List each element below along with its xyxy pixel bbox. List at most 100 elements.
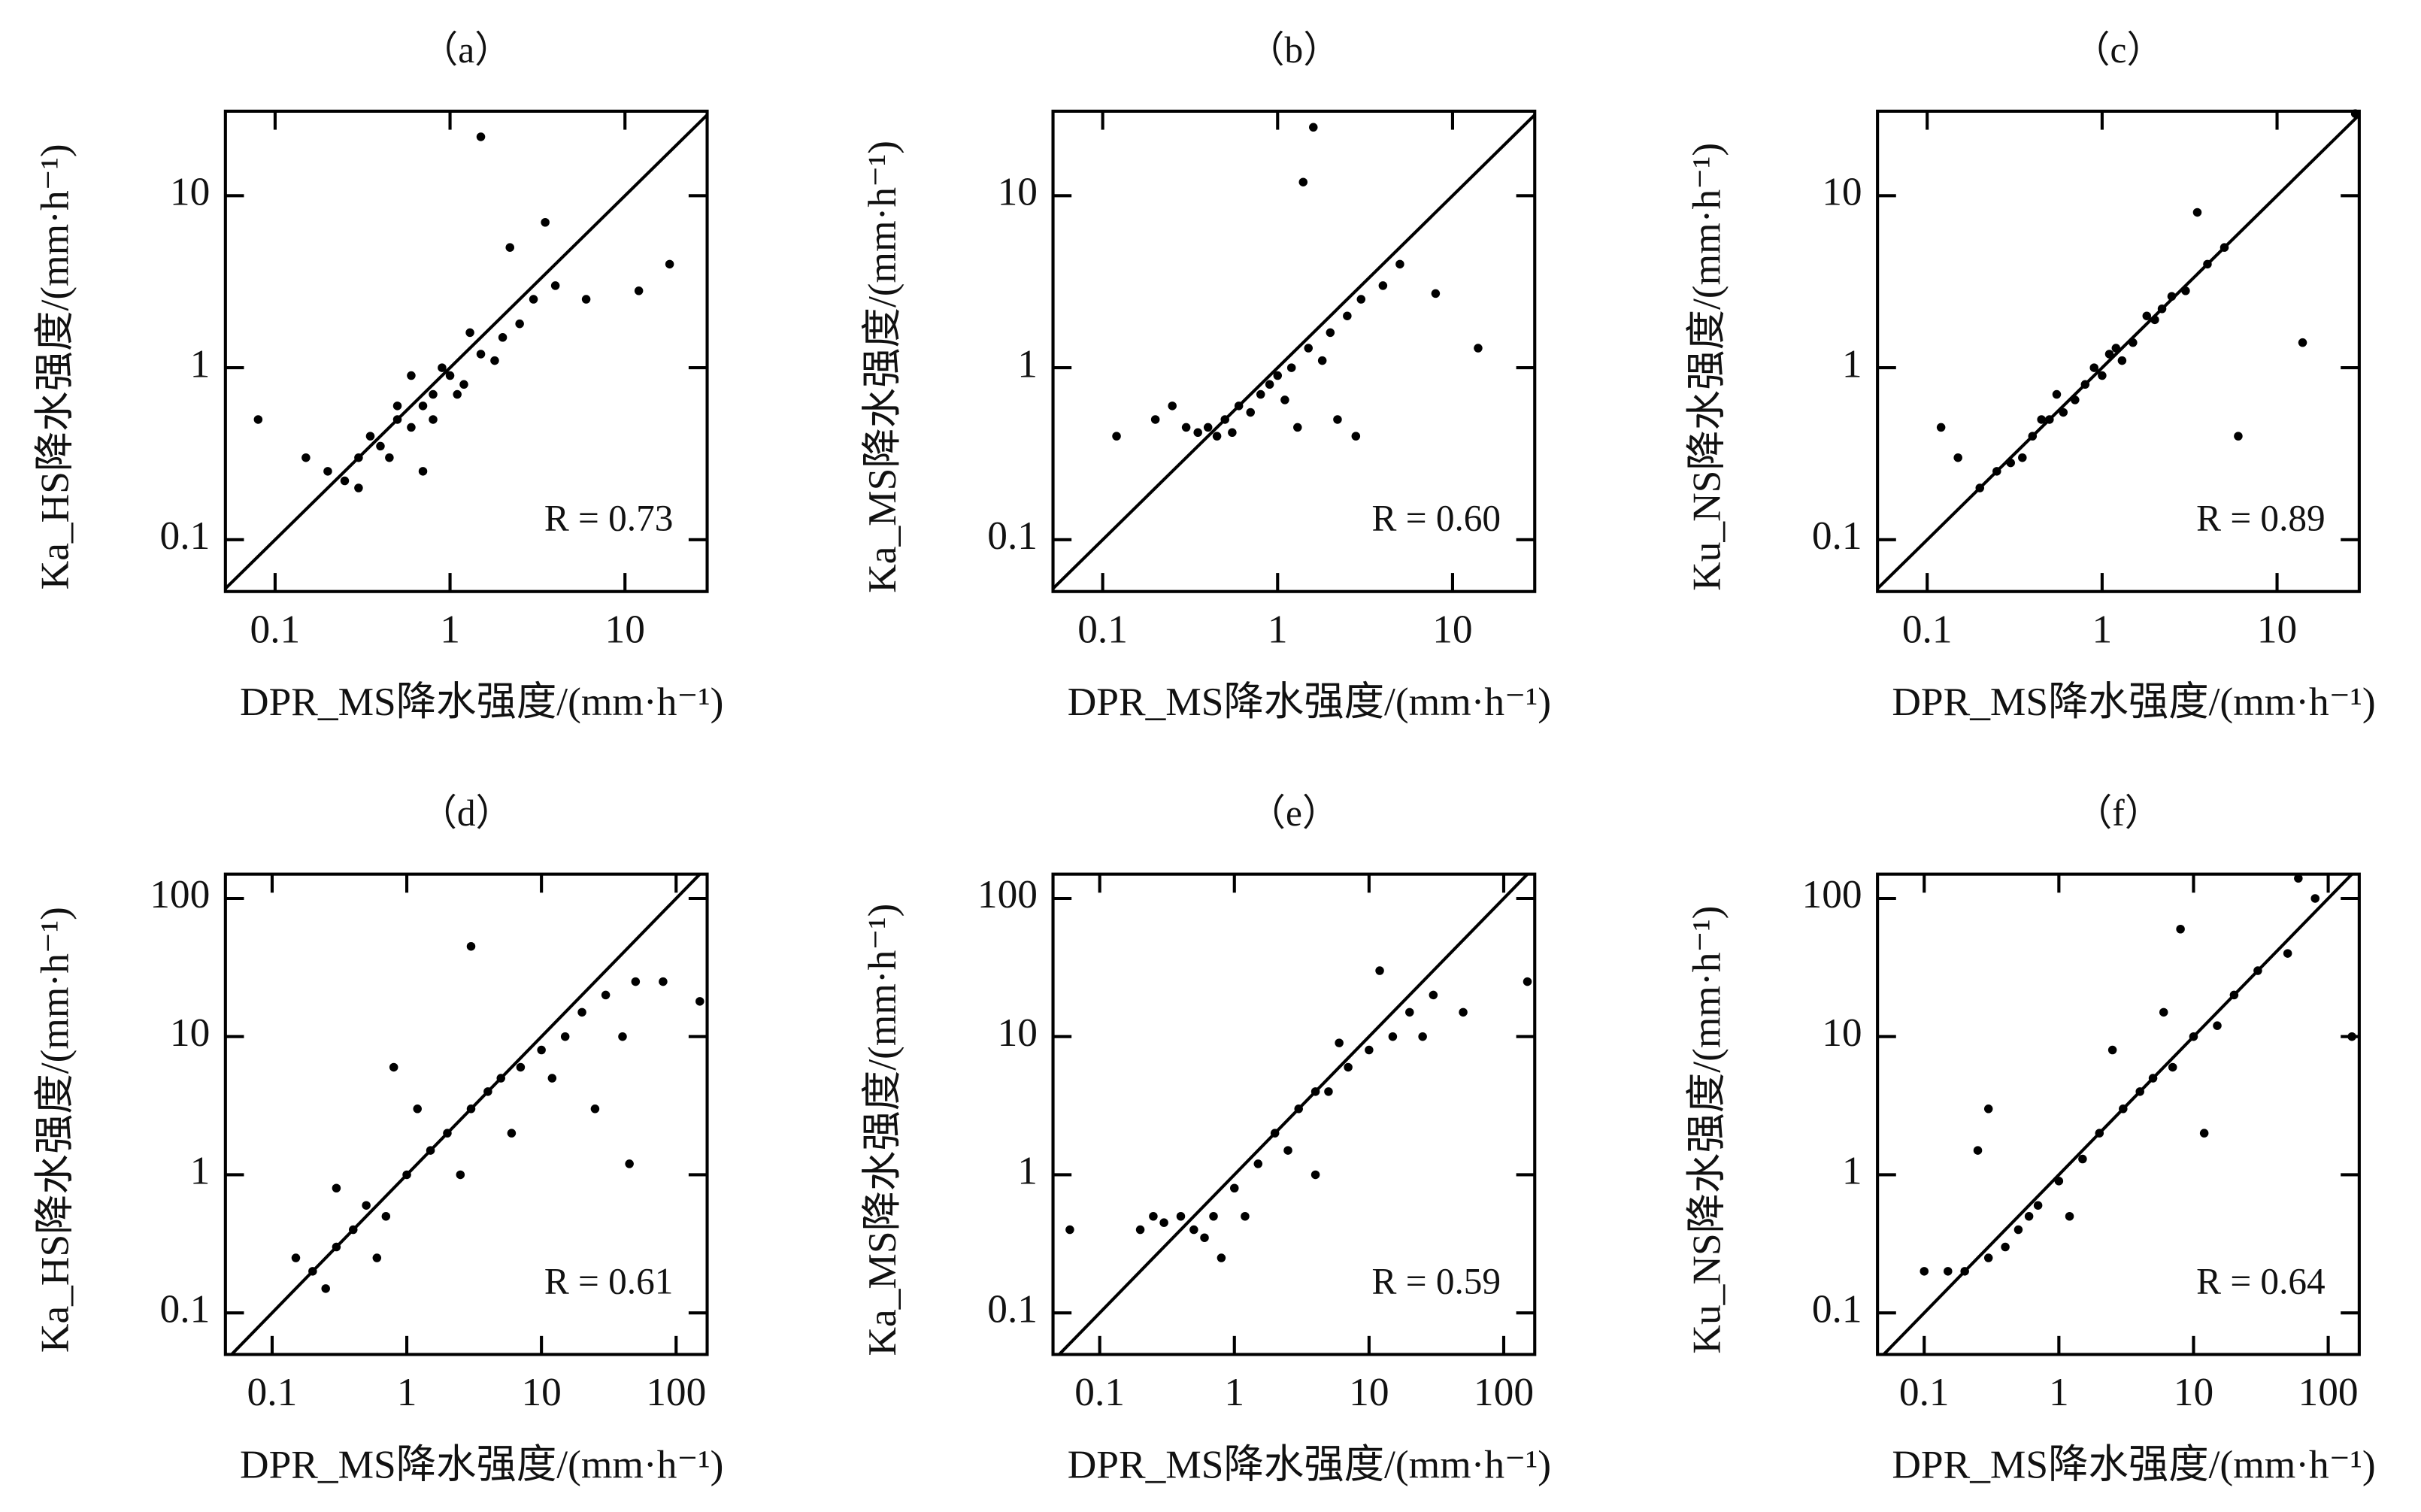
y-axis-label: Ku_NS降水强度/(mm·h⁻¹) [1684,143,1729,591]
scatter-point [2065,1212,2074,1221]
scatter-point [1265,380,1274,389]
y-tick-label: 10 [998,1010,1038,1055]
scatter-point [2159,1007,2168,1017]
scatter-point [2059,408,2068,417]
scatter-point [1298,177,1308,186]
scatter-point [456,1170,465,1180]
scatter-point [1065,1225,1074,1235]
scatter-point [2234,432,2243,441]
scatter-point [498,333,508,342]
scatter-point [2104,350,2114,359]
annotation: R = 0.61 [544,1260,674,1301]
y-tick-label: 10 [998,169,1038,214]
one-to-one-line [224,114,708,590]
scatter-point [590,1104,600,1114]
y-tick-label: 0.1 [160,1286,211,1331]
x-tick-label: 1 [397,1369,417,1414]
scatter-point [1309,123,1318,132]
scatter-point [323,467,332,476]
scatter-point [1343,311,1352,320]
panel-title: （a） [421,29,511,71]
y-axis-label: Ka_HS降水强度/(mm·h⁻¹) [32,144,77,589]
scatter-point [2192,208,2202,217]
plot-frame [223,872,709,1356]
y-tick-label: 1 [1842,1148,1862,1193]
scatter-point [453,389,462,399]
scatter-point [1351,432,1361,441]
scatter-point [376,441,385,451]
scatter-point [2018,453,2027,462]
scatter-point [1241,1212,1250,1221]
one-to-one-line [1876,114,2361,590]
x-tick-label: 1 [2092,606,2113,651]
x-tick-label: 0.1 [1902,606,1953,651]
scatter-point [1378,281,1388,290]
scatter-point [1523,977,1532,986]
panel-title: （f） [2075,792,2162,834]
scatter-point [332,1183,341,1193]
scatter-point [1356,295,1366,304]
scatter-point [1112,432,1121,441]
y-axis-label: Ka_MS降水强度/(mm·h⁻¹) [859,904,904,1356]
scatter-point [438,363,447,372]
scatter-point [2310,894,2319,903]
x-tick-label: 100 [2298,1369,2359,1414]
scatter-point [1418,1032,1427,1041]
scatter-point [507,1129,517,1138]
scatter-point [1203,423,1213,432]
scatter-point [550,281,560,290]
scatter-point [1395,259,1404,269]
scatter-point [2078,1154,2087,1164]
scatter-point [407,423,416,432]
x-tick-label: 0.1 [250,606,301,651]
scatter-point [1326,328,1335,338]
scatter-point [2199,1129,2209,1138]
scatter-point [1429,990,1438,1000]
scatter-point [465,328,474,338]
scatter-point [407,371,416,380]
scatter-point [1176,1212,1186,1221]
scatter-point [1283,1146,1292,1155]
scatter-point [418,467,428,476]
scatter-point [1474,344,1483,353]
scatter-point [1388,1032,1398,1041]
scatter-point [2294,874,2303,883]
scatter-point [321,1284,330,1293]
scatter-point [418,401,428,411]
scatter-point [2107,1045,2117,1055]
x-axis-label: DPR_MS降水强度/(mm·h⁻¹) [1068,679,1551,724]
scatter-point [618,1032,627,1041]
x-tick-label: 0.1 [1074,1369,1125,1414]
plot-frame [1876,109,2361,593]
x-tick-label: 1 [1268,606,1288,651]
scatter-point [490,356,499,365]
scatter-point [2037,415,2046,424]
scatter-point [577,1007,586,1017]
x-tick-label: 0.1 [247,1369,298,1414]
x-tick-label: 10 [521,1369,561,1414]
scatter-point [1181,423,1191,432]
scatter-point [2168,1062,2177,1072]
x-tick-label: 10 [605,606,645,651]
one-to-one-line [230,873,701,1356]
scatter-point [1333,415,1342,424]
scatter-point [1405,1007,1414,1017]
scatter-point [291,1253,301,1262]
scatter-point [625,1159,634,1168]
scatter-point [1317,356,1327,365]
x-tick-label: 0.1 [1077,606,1128,651]
scatter-point [1135,1225,1145,1235]
y-tick-label: 100 [977,871,1038,917]
plot-frame [1876,872,2361,1356]
y-tick-label: 1 [190,341,211,386]
x-tick-label: 10 [2257,606,2297,651]
scatter-point [695,997,704,1006]
scatter-point [392,401,402,411]
scatter-point [1150,415,1160,424]
annotation: R = 0.60 [1372,498,1501,539]
scatter-point [581,295,591,304]
scatter-point [253,415,263,424]
x-axis-label: DPR_MS降水强度/(mm·h⁻¹) [240,1442,723,1487]
scatter-point [1375,966,1384,975]
scatter-point [476,350,486,359]
